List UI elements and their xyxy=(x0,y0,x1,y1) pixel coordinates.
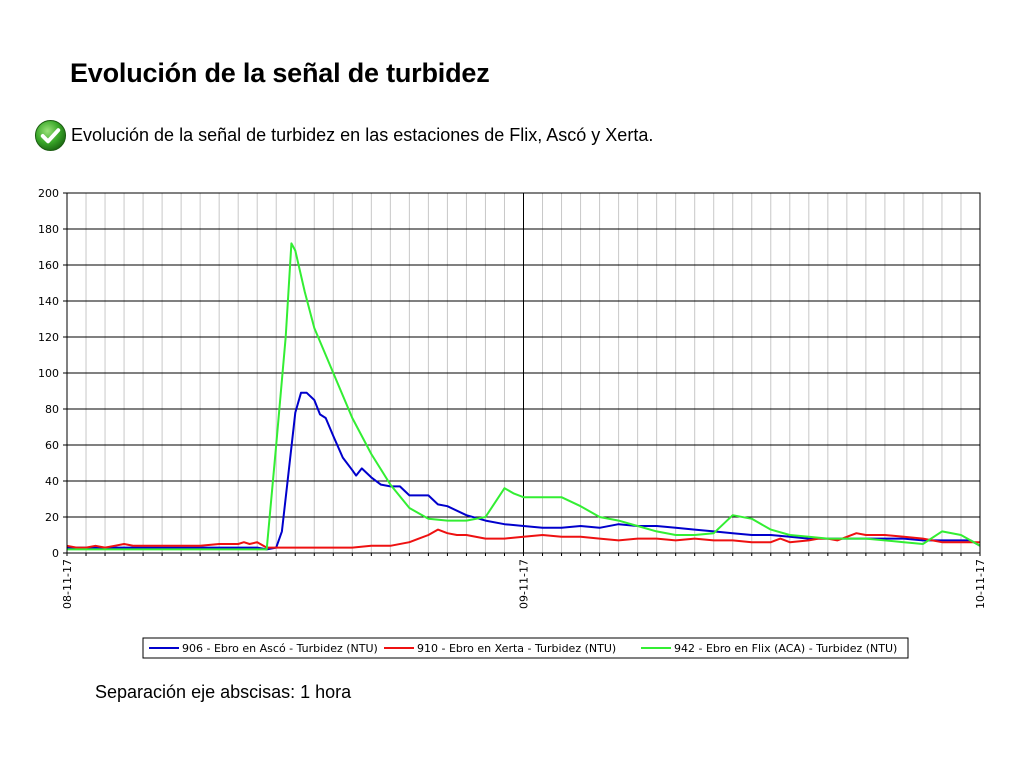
chart-svg: 0 20 40 60 80 100 120 140 160 180 200 08-11-17 09-1… xyxy=(38,187,987,659)
turbidity-chart: 0 20 40 60 80 100 120 140 160 180 200 08-11-17 09-1… xyxy=(0,180,1024,660)
y-tick-label: 100 xyxy=(38,367,59,380)
y-axis-ticks: 0 20 40 60 80 100 120 140 160 180 200 xyxy=(38,187,67,560)
x-axis-ticks: 08-11-17 09-11-17 10-11-17 xyxy=(61,553,987,609)
legend-entry: 942 - Ebro en Flix (ACA) - Turbidez (NTU… xyxy=(674,642,897,655)
series-lines xyxy=(66,242,981,551)
legend: 906 - Ebro en Ascó - Turbidez (NTU) 910 -… xyxy=(142,637,909,659)
y-tick-label: 40 xyxy=(45,475,59,488)
y-tick-label: 20 xyxy=(45,511,59,524)
plot-frame xyxy=(66,192,981,554)
y-tick-label: 120 xyxy=(38,331,59,344)
x-tick-label: 09-11-17 xyxy=(518,559,531,609)
legend-box xyxy=(142,637,909,659)
y-tick-label: 200 xyxy=(38,187,59,200)
footnote: Separación eje abscisas: 1 hora xyxy=(95,682,352,702)
series-line xyxy=(67,242,981,551)
legend-entry: 910 - Ebro en Xerta - Turbidez (NTU) xyxy=(417,642,616,655)
y-tick-label: 60 xyxy=(45,439,59,452)
bullet-row: Evolución de la señal de turbidez en las… xyxy=(34,118,653,152)
bullet-text: Evolución de la señal de turbidez en las… xyxy=(71,124,654,145)
page-title: Evolución de la señal de turbidez xyxy=(70,58,490,88)
y-tick-label: 180 xyxy=(38,223,59,236)
y-tick-label: 140 xyxy=(38,295,59,308)
y-tick-label: 160 xyxy=(38,259,59,272)
x-tick-label: 10-11-17 xyxy=(974,559,987,609)
y-tick-label: 0 xyxy=(52,547,59,560)
check-icon xyxy=(34,119,67,151)
grid-major xyxy=(67,193,980,553)
y-tick-label: 80 xyxy=(45,403,59,416)
legend-entry: 906 - Ebro en Ascó - Turbidez (NTU) xyxy=(182,642,378,655)
x-tick-label: 08-11-17 xyxy=(61,559,74,609)
